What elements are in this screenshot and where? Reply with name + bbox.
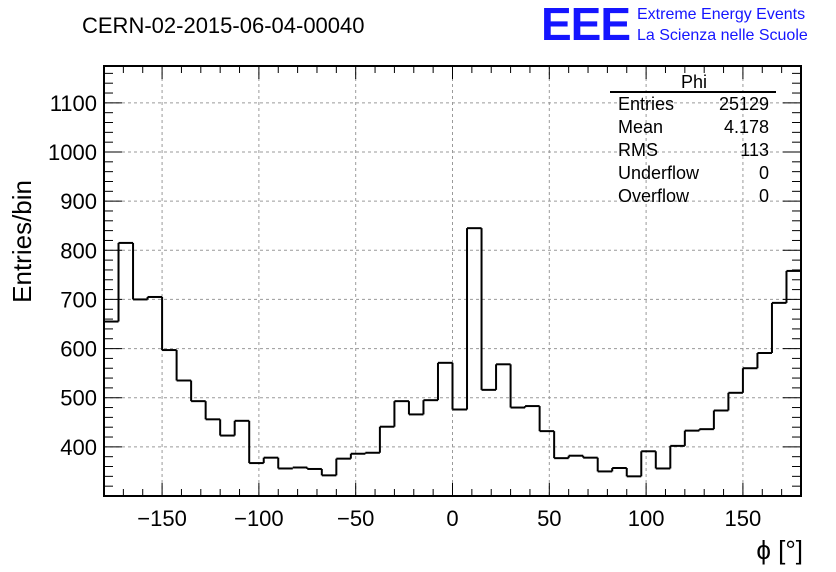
x-tick-label: 0 [446, 506, 458, 531]
y-tick-label: 900 [60, 189, 97, 214]
stats-box: Phi Entries 25129 Mean 4.178 RMS 113 Underflow… [610, 72, 776, 206]
stats-value: 4.178 [724, 117, 769, 137]
stats-value: 0 [759, 186, 769, 206]
stats-label: Overflow [618, 186, 690, 206]
stats-label: RMS [618, 140, 658, 160]
stats-label: Entries [618, 94, 674, 114]
x-tick-labels: −150 −100 −50 0 50 100 150 [137, 506, 761, 531]
axis-ticks [103, 66, 802, 497]
y-tick-label: 1100 [50, 91, 97, 116]
logo-mark: EEE [541, 0, 630, 50]
y-tick-label: 700 [60, 287, 97, 312]
stats-box-title: Phi [681, 72, 707, 92]
histogram-bars [103, 227, 802, 496]
y-tick-labels: 400 500 600 700 800 900 1000 1100 [48, 91, 97, 460]
y-tick-label: 1000 [48, 140, 97, 165]
chart-title: CERN-02-2015-06-04-00040 [82, 13, 365, 38]
y-tick-label: 800 [60, 238, 97, 263]
stats-value: 0 [759, 163, 769, 183]
stats-label: Underflow [618, 163, 700, 183]
logo-line-2: La Scienza nelle Scuole [637, 27, 808, 44]
y-tick-label: 600 [60, 337, 97, 362]
x-tick-label: 150 [725, 506, 762, 531]
stats-rows: Entries 25129 Mean 4.178 RMS 113 Underflow 0 Ove… [618, 94, 769, 206]
stats-value: 113 [740, 140, 769, 160]
x-axis-title: ϕ [°] [756, 535, 803, 565]
logo-line-1: Extreme Energy Events [637, 6, 805, 23]
y-tick-label: 400 [60, 435, 97, 460]
x-tick-label: −50 [337, 506, 374, 531]
y-tick-label: 500 [60, 386, 97, 411]
x-tick-label: −100 [234, 506, 284, 531]
stats-label: Mean [618, 117, 663, 137]
y-axis-title: Entries/bin [7, 180, 37, 303]
x-tick-label: 100 [628, 506, 665, 531]
eee-logo: EEE Extreme Energy Events La Scienza nel… [541, 0, 808, 50]
x-tick-label: 50 [537, 506, 561, 531]
stats-value: 25129 [719, 94, 769, 114]
x-tick-label: −150 [137, 506, 187, 531]
